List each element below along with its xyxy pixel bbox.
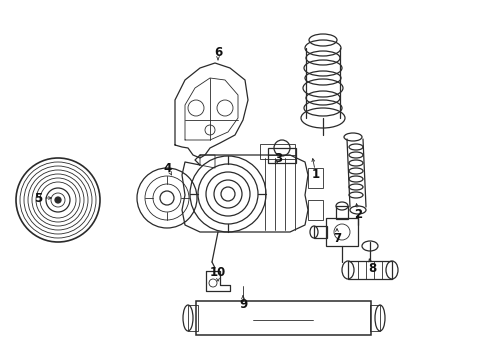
Bar — [260, 144, 295, 159]
Text: 10: 10 — [210, 266, 226, 279]
Bar — [188, 305, 198, 331]
Text: 7: 7 — [333, 231, 341, 244]
Bar — [268, 148, 296, 163]
Bar — [314, 226, 327, 238]
Text: 6: 6 — [214, 45, 222, 58]
Text: 9: 9 — [239, 297, 247, 310]
Bar — [308, 200, 323, 220]
Bar — [348, 261, 392, 279]
Text: 2: 2 — [354, 208, 362, 221]
Text: 3: 3 — [274, 152, 282, 165]
Bar — [326, 218, 358, 246]
Text: 5: 5 — [34, 192, 42, 204]
Text: 1: 1 — [312, 168, 320, 181]
Bar — [196, 301, 371, 335]
Bar — [370, 305, 380, 331]
Text: 8: 8 — [368, 261, 376, 274]
Bar — [336, 206, 348, 219]
Circle shape — [55, 197, 61, 203]
Bar — [308, 168, 323, 188]
Text: 4: 4 — [164, 162, 172, 175]
